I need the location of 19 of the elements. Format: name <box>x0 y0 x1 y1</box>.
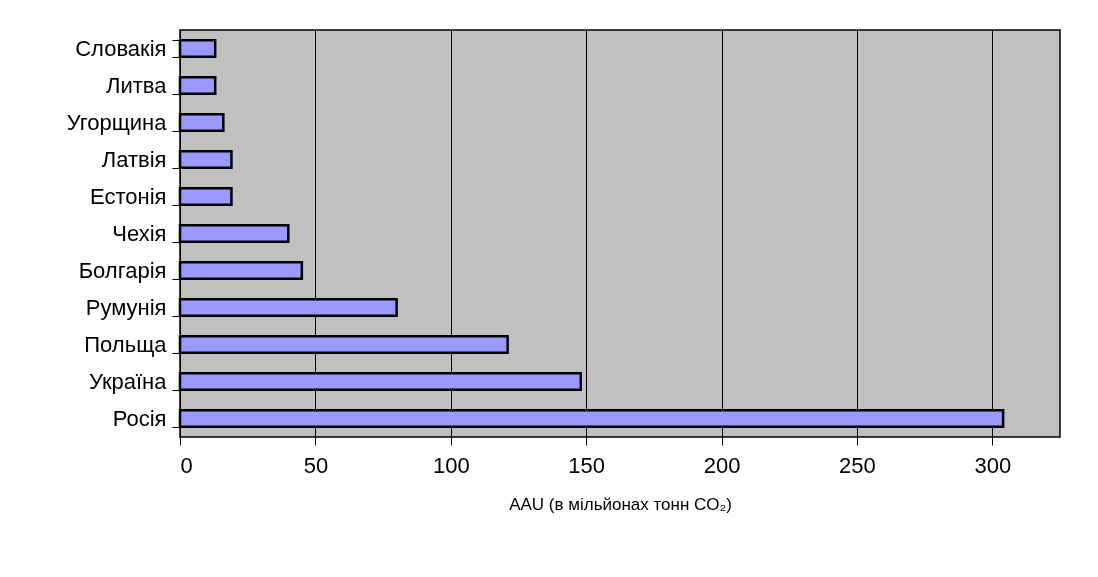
x-tick-label: 250 <box>839 452 876 478</box>
y-tick-label: Словакія <box>75 36 167 61</box>
x-tick-label: 50 <box>303 452 329 478</box>
x-axis-title: AAU (в мільйонах тонн CO₂) <box>509 494 732 514</box>
y-tick-label: Росія <box>112 406 167 431</box>
y-tick-label: Угорщина <box>66 110 168 135</box>
x-tick-label: 100 <box>432 452 470 478</box>
y-tick-label: Латвія <box>101 147 167 172</box>
y-tick-label: Естонія <box>90 184 167 209</box>
y-tick-label: Чехія <box>112 221 167 246</box>
y-tick-label: Болгарія <box>78 258 167 283</box>
x-tick-label: 150 <box>568 452 606 478</box>
x-tick-label: 300 <box>974 452 1012 478</box>
y-tick-label: Румунія <box>85 295 167 320</box>
x-tick-label: 0 <box>180 452 193 478</box>
y-tick-label: Литва <box>106 73 168 98</box>
x-tick-label: 200 <box>703 452 741 478</box>
y-tick-label: Польща <box>84 332 168 357</box>
y-tick-label: Україна <box>88 369 168 394</box>
